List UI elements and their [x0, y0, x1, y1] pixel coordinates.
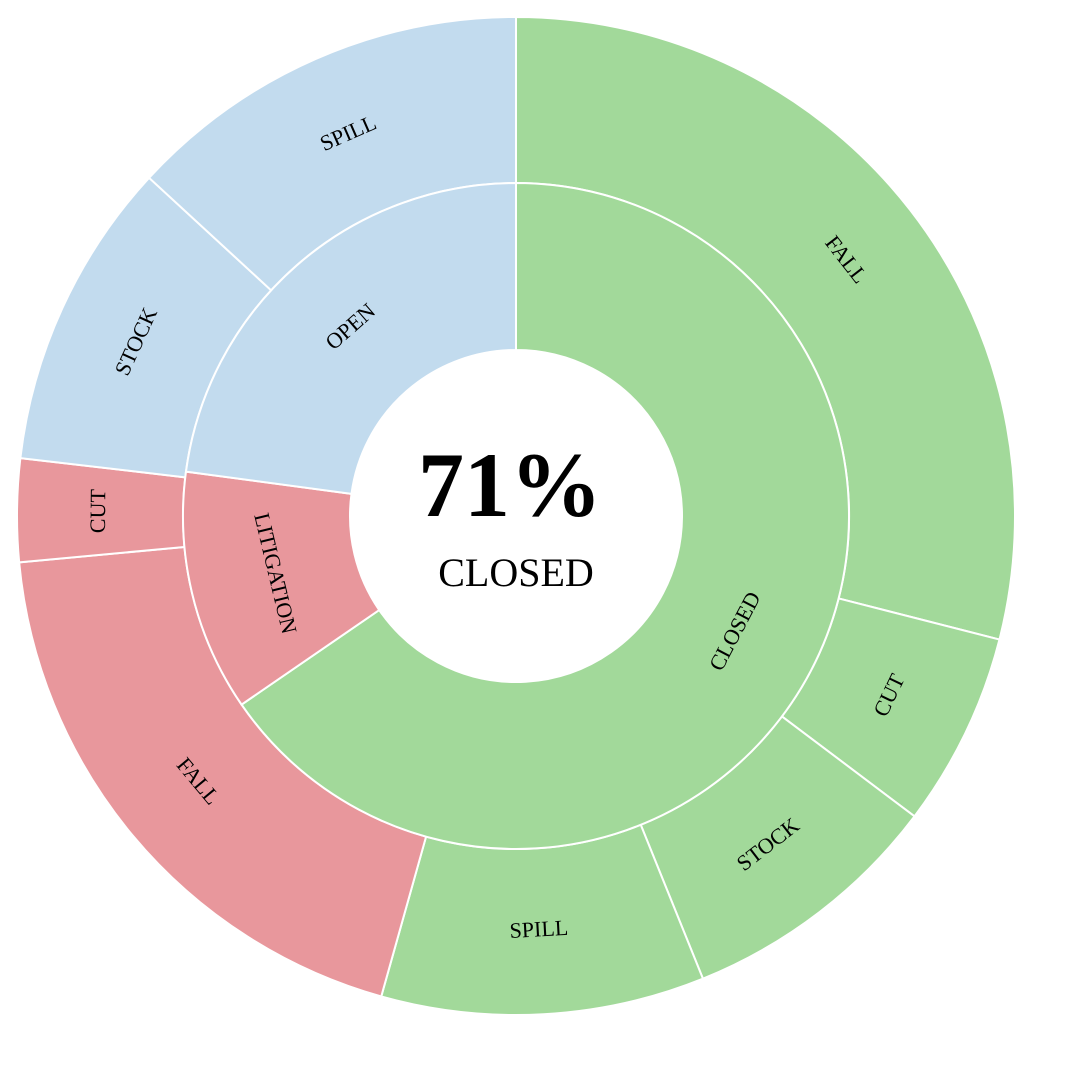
outer-litigation-cut-label: CUT	[85, 488, 111, 533]
center-percentage: 71%	[418, 434, 602, 536]
outer-closed-spill-label: SPILL	[509, 915, 569, 943]
center-caption: CLOSED	[438, 550, 594, 595]
center-summary: 71% CLOSED	[350, 350, 682, 682]
center-hole	[350, 350, 682, 682]
